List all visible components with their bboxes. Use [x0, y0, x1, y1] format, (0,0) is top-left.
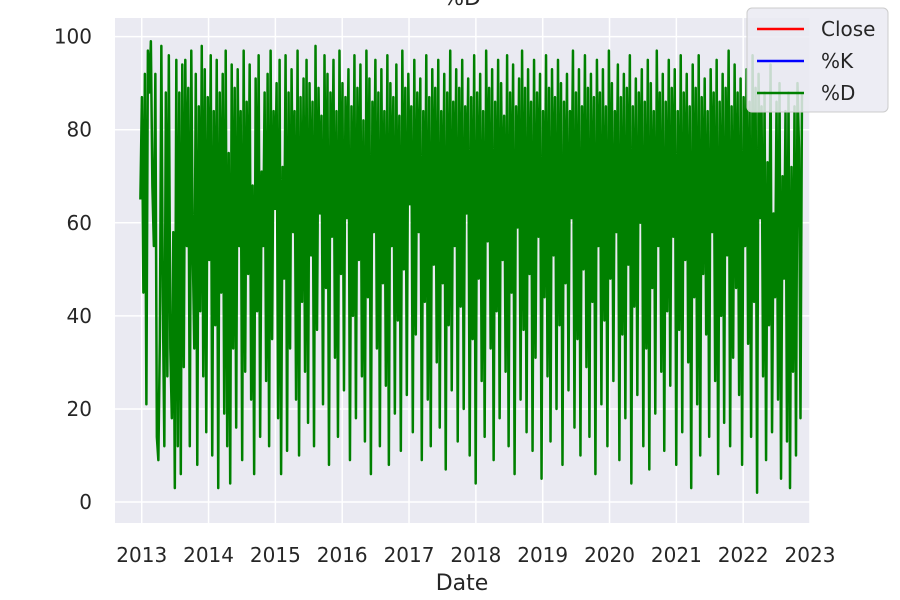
x-tick-label: 2014 — [183, 543, 234, 567]
x-tick-label: 2013 — [116, 543, 167, 567]
x-tick-label: 2021 — [651, 543, 702, 567]
x-tick-label: 2017 — [384, 543, 435, 567]
y-tick-labels: 0 20 40 60 80 100 — [54, 25, 92, 514]
x-axis-title: Date — [436, 571, 489, 596]
y-tick-label: 20 — [67, 397, 92, 421]
x-tick-label: 2016 — [317, 543, 368, 567]
y-tick-label: 60 — [67, 211, 92, 235]
legend: Close %K %D — [746, 7, 889, 113]
legend-entry: %D — [821, 81, 855, 105]
legend-box — [746, 7, 889, 113]
x-tick-label: 2023 — [785, 543, 836, 567]
series-line-d — [139, 40, 804, 494]
y-tick-label: 100 — [54, 25, 92, 49]
y-tick-label: 80 — [67, 118, 92, 142]
y-tick-label: 40 — [67, 304, 92, 328]
x-tick-label: 2015 — [250, 543, 301, 567]
legend-entry: Close — [821, 17, 875, 41]
chart-title: %D — [443, 0, 481, 11]
x-tick-label: 2019 — [517, 543, 568, 567]
legend-entry: %K — [821, 49, 854, 73]
x-tick-label: 2018 — [450, 543, 501, 567]
x-tick-label: 2022 — [718, 543, 769, 567]
y-tick-label: 0 — [79, 490, 92, 514]
x-tick-label: 2020 — [584, 543, 635, 567]
series-group — [139, 40, 804, 494]
x-tick-labels: 2013 2014 2015 2016 2017 2018 2019 2020 2021 2022… — [116, 543, 835, 567]
